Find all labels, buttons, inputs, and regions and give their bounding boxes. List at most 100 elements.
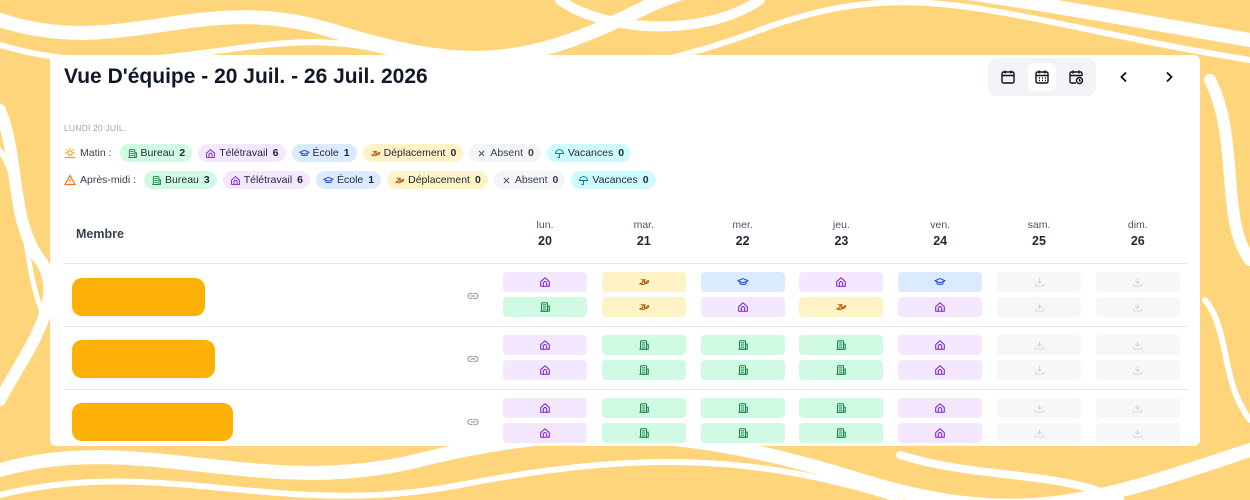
weekday-label: sam. <box>1027 219 1051 231</box>
status-cell <box>799 423 884 443</box>
view-toolbar <box>988 58 1096 96</box>
chip-count: 1 <box>368 174 375 186</box>
chip-label: Vacances <box>567 147 614 159</box>
status-cell <box>799 335 884 355</box>
chip-label: Déplacement <box>383 147 446 159</box>
status-chip: Déplacement 0 <box>387 171 488 189</box>
chip-count: 0 <box>618 147 625 159</box>
weekday-label: lun. <box>536 219 554 231</box>
status-cell <box>601 297 686 317</box>
status-cell <box>503 423 587 443</box>
status-chip: École 1 <box>316 171 382 189</box>
status-cell <box>799 398 884 418</box>
month-view-button[interactable] <box>1062 63 1090 91</box>
chip-label: Télétravail <box>219 147 268 159</box>
status-cell <box>601 360 686 380</box>
status-cell <box>1095 398 1180 418</box>
status-cell <box>601 272 686 292</box>
status-cell <box>997 335 1081 355</box>
status-cell <box>997 360 1081 380</box>
chip-label: Bureau <box>165 174 199 186</box>
status-cell <box>799 272 884 292</box>
status-cell <box>898 297 983 317</box>
team-card: Vue D'équipe - 20 Juil. - 26 Juil. 2026 … <box>50 55 1200 446</box>
weekday-label: dim. <box>1127 219 1148 231</box>
chip-label: Absent <box>490 147 524 159</box>
day-header: jeu. 23 <box>799 217 883 249</box>
chip-count: 0 <box>528 147 534 159</box>
status-cell <box>799 360 884 380</box>
copy-link-icon[interactable] <box>466 352 482 368</box>
status-chip: Bureau 3 <box>144 171 217 189</box>
copy-link-icon[interactable] <box>466 289 482 305</box>
chip-count: 6 <box>297 174 303 186</box>
day-header: dim. 26 <box>1096 217 1180 249</box>
chip-label: Télétravail <box>243 174 293 186</box>
status-cell <box>1095 360 1180 380</box>
chip-label: Bureau <box>140 147 175 159</box>
weekday-label: ven. <box>930 219 951 231</box>
status-cell <box>503 335 587 355</box>
status-cell <box>898 360 983 380</box>
chip-count: 0 <box>642 174 649 186</box>
day-number: 26 <box>1130 234 1145 248</box>
status-chip: Bureau 2 <box>119 144 193 162</box>
status-cell <box>503 398 587 418</box>
header-divider <box>64 263 1188 264</box>
status-cell <box>898 398 983 418</box>
status-cell <box>700 423 785 443</box>
chip-label: École <box>337 174 364 186</box>
weekday-label: mer. <box>732 219 753 231</box>
day-header: lun. 20 <box>503 217 587 249</box>
member-name-redacted <box>72 278 205 316</box>
member-name-redacted <box>72 340 215 378</box>
summary-row-label: Matin : <box>80 147 112 159</box>
day-header: mar. 21 <box>602 217 686 249</box>
day-view-button[interactable] <box>994 63 1022 91</box>
status-cell <box>997 398 1081 418</box>
chip-count: 0 <box>552 174 559 186</box>
previous-week-button[interactable] <box>1113 66 1135 88</box>
status-chip: Télétravail 6 <box>222 171 310 189</box>
weekday-label: jeu. <box>832 219 850 231</box>
summary-row: Après-midi : Bureau 3 Télétravail 6 École 1 Dé… <box>64 171 656 189</box>
chip-label: Vacances <box>592 174 638 186</box>
status-cell <box>700 335 785 355</box>
chip-count: 6 <box>272 147 279 159</box>
status-cell <box>503 297 587 317</box>
status-chip: Absent 0 <box>469 144 541 162</box>
weekday-label: mar. <box>633 219 654 231</box>
next-week-button[interactable] <box>1158 66 1180 88</box>
status-cell <box>700 272 785 292</box>
day-number: 23 <box>834 234 849 248</box>
day-number: 25 <box>1032 234 1046 248</box>
status-cell <box>1095 272 1180 292</box>
copy-link-icon[interactable] <box>466 415 482 431</box>
day-number: 24 <box>933 234 948 248</box>
row-divider <box>64 389 1188 390</box>
day-header: sam. 25 <box>997 217 1081 249</box>
day-number: 22 <box>735 234 750 248</box>
date-label: LUNDI 20 JUIL. <box>64 123 127 133</box>
summary-row: Matin : Bureau 2 Télétravail 6 École 1 Déplace… <box>64 144 632 162</box>
chip-label: Déplacement <box>408 174 470 186</box>
status-cell <box>1095 297 1180 317</box>
day-number: 20 <box>538 234 552 248</box>
member-name-redacted <box>72 403 233 441</box>
status-cell <box>997 272 1081 292</box>
status-cell <box>1095 423 1180 443</box>
chip-count: 0 <box>450 147 457 159</box>
week-view-button[interactable] <box>1028 63 1056 91</box>
status-chip: Vacances 0 <box>546 144 632 162</box>
status-chip: Télétravail 6 <box>198 144 286 162</box>
status-cell <box>601 335 686 355</box>
status-cell <box>997 423 1081 443</box>
status-cell <box>700 398 785 418</box>
member-column-header: Membre <box>76 227 124 241</box>
chip-count: 0 <box>474 174 481 186</box>
chip-label: École <box>312 147 339 159</box>
status-cell <box>601 398 686 418</box>
summary-row-label: Après-midi : <box>80 174 137 186</box>
day-header: mer. 22 <box>701 217 785 249</box>
